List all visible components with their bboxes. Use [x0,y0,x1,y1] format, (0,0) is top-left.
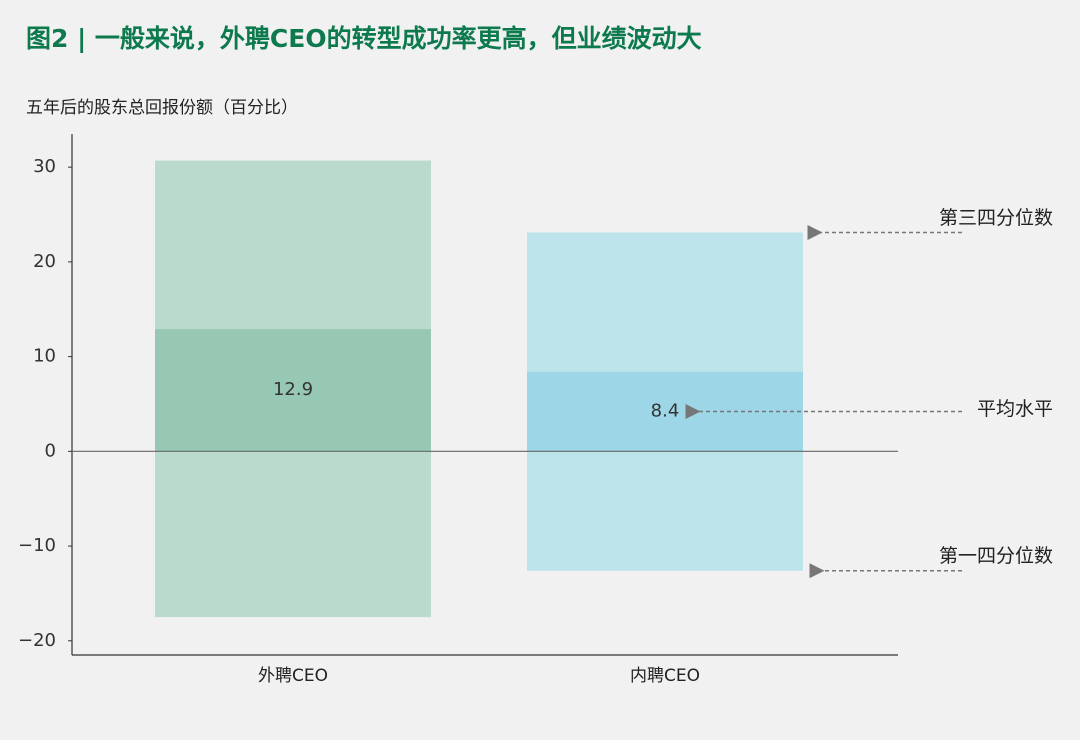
annotation: 平均水平 [977,398,1053,420]
y-tick-label: −10 [18,535,56,556]
annotation: 第一四分位数 [939,545,1053,567]
mean-bar [155,329,431,452]
y-tick-label: 30 [33,156,56,177]
y-tick-label: 0 [45,440,56,461]
annotation: 第三四分位数 [939,207,1053,229]
y-tick-label: 10 [33,346,56,367]
y-tick-label: −20 [18,630,56,651]
y-tick-label: 20 [33,251,56,272]
value-label: 8.4 [651,401,680,422]
chart-title: 图2 | 一般来说，外聘CEO的转型成功率更高，但业绩波动大 [26,24,702,53]
x-tick-label: 外聘CEO [258,666,328,686]
y-axis-label: 五年后的股东总回报份额（百分比） [26,98,298,118]
value-label: 12.9 [273,379,313,400]
x-tick-label: 内聘CEO [630,666,700,686]
